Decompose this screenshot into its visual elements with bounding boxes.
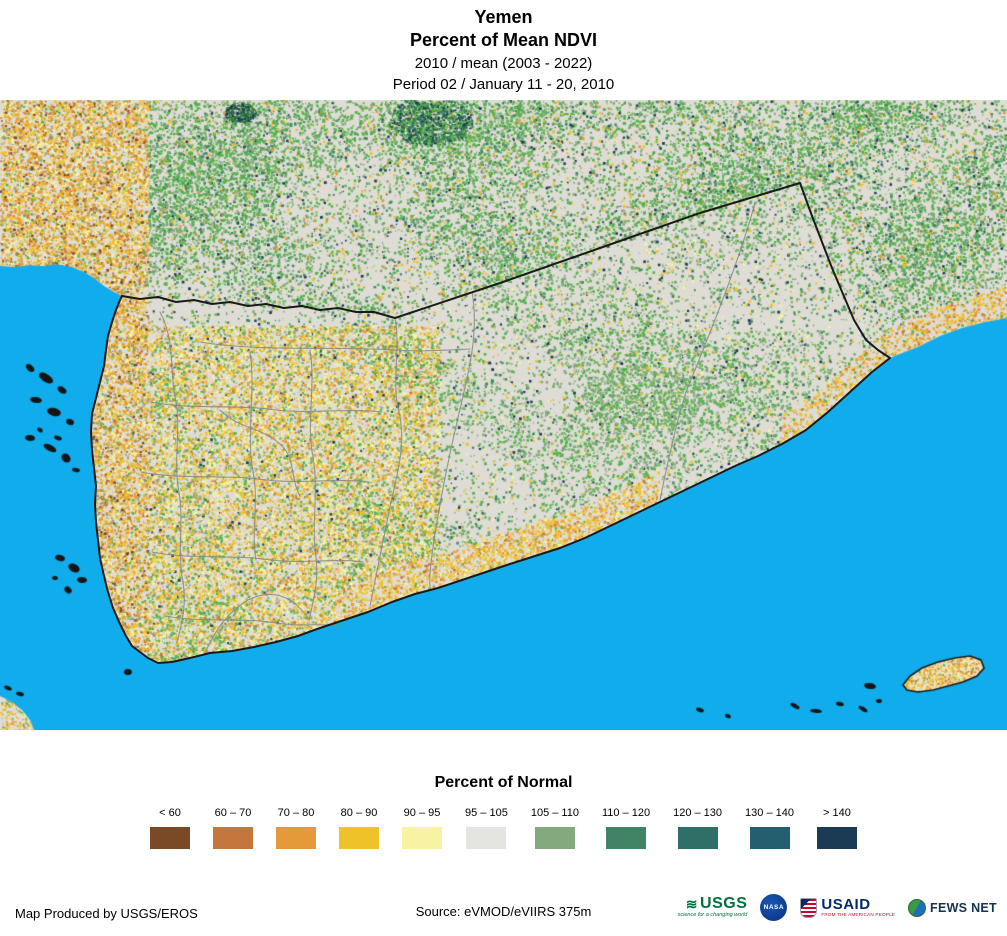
- legend-class-label: < 60: [159, 807, 181, 819]
- legend-class-label: 80 – 90: [341, 807, 378, 819]
- usgs-logo: ≋ USGS science for a changing world: [678, 896, 748, 919]
- legend-item: 120 – 130: [673, 807, 722, 849]
- legend-color-swatch: [750, 827, 790, 849]
- legend-class-label: 95 – 105: [465, 807, 508, 819]
- legend-item: 130 – 140: [745, 807, 794, 849]
- fewsnet-logo: FEWS NET: [908, 899, 997, 917]
- legend-color-swatch: [466, 827, 506, 849]
- usaid-shield-icon: [800, 898, 817, 918]
- legend-class-label: 105 – 110: [531, 807, 579, 819]
- usaid-logo: USAID FROM THE AMERICAN PEOPLE: [800, 897, 895, 918]
- legend-color-swatch: [276, 827, 316, 849]
- legend-item: < 60: [150, 807, 190, 849]
- legend-item: 90 – 95: [402, 807, 442, 849]
- legend-color-swatch: [402, 827, 442, 849]
- legend-class-label: 110 – 120: [602, 807, 650, 819]
- legend-class-label: 130 – 140: [745, 807, 794, 819]
- usgs-wordmark: USGS: [700, 896, 747, 912]
- data-source: Source: eVMOD/eVIIRS 375m: [416, 904, 592, 919]
- legend-item: 110 – 120: [602, 807, 650, 849]
- legend-title: Percent of Normal: [0, 774, 1007, 792]
- legend-color-swatch: [150, 827, 190, 849]
- legend-color-swatch: [213, 827, 253, 849]
- legend-item: 105 – 110: [531, 807, 579, 849]
- legend-color-swatch: [817, 827, 857, 849]
- nasa-logo: NASA: [760, 894, 787, 921]
- ndvi-map: [0, 100, 1007, 730]
- yemen-country-border: [91, 183, 890, 663]
- map-subtitle: Percent of Mean NDVI: [0, 29, 1007, 52]
- legend-class-label: 90 – 95: [404, 807, 441, 819]
- map-boundaries-overlay: [0, 100, 1007, 730]
- fewsnet-wordmark: FEWS NET: [930, 901, 997, 915]
- map-period: Period 02 / January 11 - 20, 2010: [0, 74, 1007, 95]
- legend-item: 60 – 70: [213, 807, 253, 849]
- usgs-wave-icon: ≋: [686, 897, 698, 911]
- legend-item: > 140: [817, 807, 857, 849]
- page: Yemen Percent of Mean NDVI 2010 / mean (…: [0, 0, 1007, 936]
- footer-logos: ≋ USGS science for a changing world NASA …: [678, 894, 997, 921]
- usaid-tagline: FROM THE AMERICAN PEOPLE: [821, 913, 895, 918]
- fewsnet-globe-icon: [908, 899, 926, 917]
- legend-class-label: 120 – 130: [673, 807, 722, 819]
- legend-color-swatch: [535, 827, 575, 849]
- legend-item: 80 – 90: [339, 807, 379, 849]
- legend-item: 70 – 80: [276, 807, 316, 849]
- legend-class-label: > 140: [823, 807, 851, 819]
- nasa-wordmark: NASA: [764, 904, 784, 911]
- legend-class-label: 60 – 70: [215, 807, 252, 819]
- usgs-tagline: science for a changing world: [678, 913, 748, 919]
- legend-color-swatch: [339, 827, 379, 849]
- map-year-range: 2010 / mean (2003 - 2022): [0, 54, 1007, 74]
- legend-class-label: 70 – 80: [278, 807, 315, 819]
- legend-color-swatch: [606, 827, 646, 849]
- producer-credit: Map Produced by USGS/EROS: [15, 906, 198, 921]
- legend-items: < 60 60 – 70 70 – 80 80 – 90 90 – 95 95 – 105…: [0, 807, 1007, 849]
- map-title: Yemen: [0, 6, 1007, 29]
- legend: Percent of Normal < 60 60 – 70 70 – 80 80 –…: [0, 730, 1007, 880]
- legend-item: 95 – 105: [465, 807, 508, 849]
- usaid-wordmark: USAID: [821, 897, 895, 912]
- map-header: Yemen Percent of Mean NDVI 2010 / mean (…: [0, 0, 1007, 100]
- footer: Map Produced by USGS/EROS Source: eVMOD/…: [0, 880, 1007, 936]
- legend-color-swatch: [678, 827, 718, 849]
